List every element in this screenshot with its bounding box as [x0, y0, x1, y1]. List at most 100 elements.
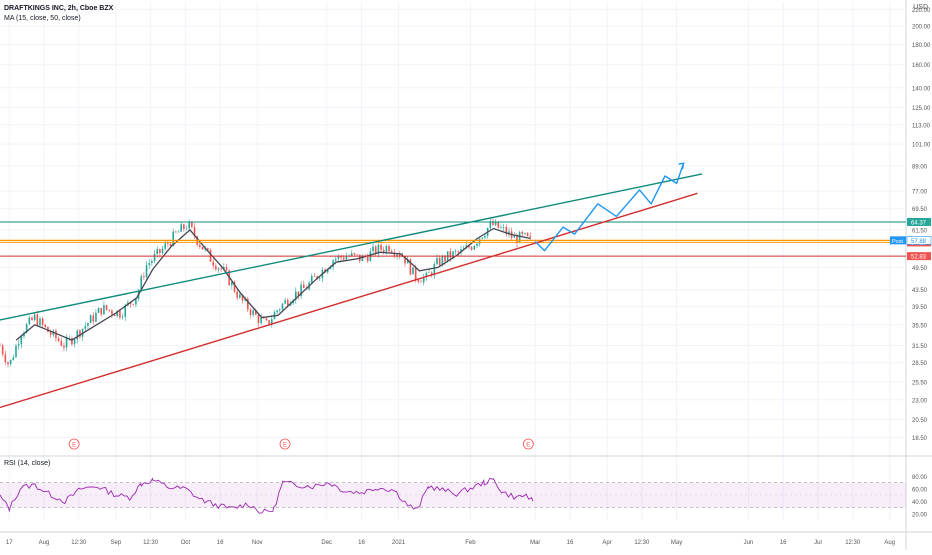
candle — [143, 272, 145, 280]
candle — [380, 243, 382, 254]
candle-body — [220, 268, 222, 270]
time-tick: Sep — [111, 540, 122, 546]
candle-body — [60, 340, 63, 346]
candle-body — [382, 249, 385, 252]
candle — [247, 296, 249, 312]
candle-body — [454, 251, 457, 253]
price-tick: 77.00 — [912, 190, 928, 196]
candle-body — [393, 252, 396, 256]
candle-body — [398, 254, 401, 257]
candle — [215, 263, 217, 271]
rsi-legend: RSI (14, close) — [4, 460, 51, 467]
candle — [7, 361, 9, 368]
price-tick: 125.00 — [912, 106, 931, 112]
candle-body — [63, 345, 65, 348]
candle-body — [249, 309, 252, 315]
candle-body — [409, 259, 412, 275]
time-tick: 16 — [217, 540, 224, 546]
candle — [1, 343, 4, 357]
time-tick: 12:30 — [634, 540, 650, 546]
moving-average-line — [15, 227, 531, 341]
candle — [318, 277, 321, 281]
candle-body — [193, 227, 196, 237]
candle — [502, 223, 505, 232]
candle-body — [28, 317, 31, 325]
candle-body — [177, 231, 180, 233]
candle — [164, 240, 167, 251]
symbol-legend: DRAFTKINGS INC, 2h, Cboe BZX — [4, 5, 114, 12]
upper-trendline — [0, 173, 703, 321]
candle — [398, 251, 401, 260]
candle-body — [23, 332, 25, 337]
candle — [57, 336, 60, 343]
candle — [494, 219, 497, 227]
time-tick: Oct — [181, 540, 191, 546]
candle-body — [199, 244, 201, 247]
candle — [257, 313, 260, 328]
candle-body — [404, 256, 406, 264]
candle — [0, 343, 1, 347]
candle — [508, 227, 510, 238]
ma-legend: MA (15, close, 50, close) — [4, 15, 81, 22]
candle — [273, 309, 276, 320]
candle-body — [460, 249, 462, 253]
candle — [420, 279, 422, 283]
candle — [71, 336, 73, 346]
price-label: 64.37 — [907, 217, 931, 226]
candle-body — [188, 221, 190, 229]
candle — [313, 272, 316, 277]
candle-body — [172, 231, 175, 246]
price-label-box — [907, 217, 931, 226]
candle-body — [366, 256, 369, 262]
candle-body — [108, 309, 111, 311]
earnings-marker-label: E — [283, 443, 287, 449]
candle — [148, 258, 151, 269]
time-tick: 16 — [567, 540, 574, 546]
candle-body — [180, 224, 182, 232]
candle-body — [231, 281, 233, 286]
candle-body — [276, 310, 278, 313]
candle — [521, 230, 524, 237]
candle-body — [526, 232, 529, 236]
candle-body — [422, 276, 425, 283]
candle-body — [33, 314, 36, 321]
candle-body — [374, 246, 377, 254]
projection-path — [534, 162, 685, 252]
candle — [377, 241, 380, 258]
candle-body — [449, 251, 452, 258]
candle-body — [119, 310, 121, 318]
candle-body — [263, 317, 265, 319]
time-tick: Jul — [814, 540, 822, 546]
price-tick: 20.50 — [912, 418, 928, 424]
candle-body — [444, 256, 446, 262]
candle-body — [476, 243, 478, 246]
time-tick: 17 — [6, 540, 13, 546]
candle-body — [247, 298, 249, 310]
candle-body — [71, 338, 73, 345]
price-label: 52.83 — [907, 252, 931, 261]
candle-body — [9, 359, 12, 365]
candle — [409, 258, 412, 276]
candle — [422, 273, 425, 286]
candle-body — [145, 265, 148, 278]
time-tick: Aug — [39, 540, 50, 546]
candle-body — [377, 244, 380, 254]
candle-body — [185, 228, 188, 230]
price-tick: 31.50 — [912, 344, 928, 350]
rsi-tick: 40.00 — [912, 500, 928, 506]
candle-body — [380, 244, 382, 250]
candle — [225, 263, 228, 273]
candle — [172, 228, 175, 247]
candle — [529, 232, 532, 241]
candle — [23, 330, 25, 339]
candle-body — [39, 318, 41, 326]
candle-body — [478, 238, 481, 244]
price-tick: 113.00 — [912, 123, 931, 129]
price-axis: 220.00 200.00 180.00 160.00 140.00 125.00 113.… — [907, 8, 931, 442]
candle-body — [143, 276, 145, 278]
time-tick: Mar — [530, 540, 540, 546]
candle — [132, 303, 135, 306]
candle — [151, 258, 153, 267]
